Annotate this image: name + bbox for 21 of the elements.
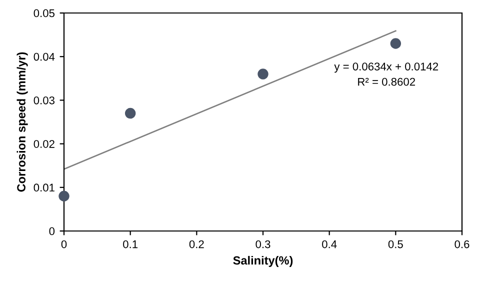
y-tick-label: 0.04 bbox=[34, 52, 55, 61]
y-tick-label: 0.01 bbox=[34, 184, 54, 192]
x-tick-label: 0.6 bbox=[454, 240, 470, 248]
x-tick-label: 0.3 bbox=[256, 240, 270, 248]
point bbox=[258, 68, 268, 80]
y-tick-label: 0 bbox=[49, 227, 55, 236]
y-tick-label: 0.03 bbox=[34, 96, 54, 104]
point bbox=[390, 38, 402, 49]
annotation: R² = 0.8602 bbox=[358, 78, 416, 86]
x-tick-label: 0.2 bbox=[189, 240, 204, 248]
x-axis-title: Salinity(%) bbox=[233, 256, 293, 267]
point bbox=[124, 108, 136, 119]
x-tick-label: 0.4 bbox=[322, 240, 337, 248]
x-tick-label: 0.1 bbox=[123, 240, 138, 248]
point bbox=[58, 190, 70, 202]
y-axis-title: Corrosion speed (mm/yr) bbox=[16, 52, 28, 192]
y-tick-label: 0.05 bbox=[34, 9, 55, 18]
x-tick-label: 0 bbox=[61, 240, 67, 248]
x-tick-label: 0.5 bbox=[388, 240, 403, 248]
y-tick-label: 0.02 bbox=[34, 140, 54, 148]
annotation: y = 0.0634x + 0.0142 bbox=[334, 62, 438, 73]
